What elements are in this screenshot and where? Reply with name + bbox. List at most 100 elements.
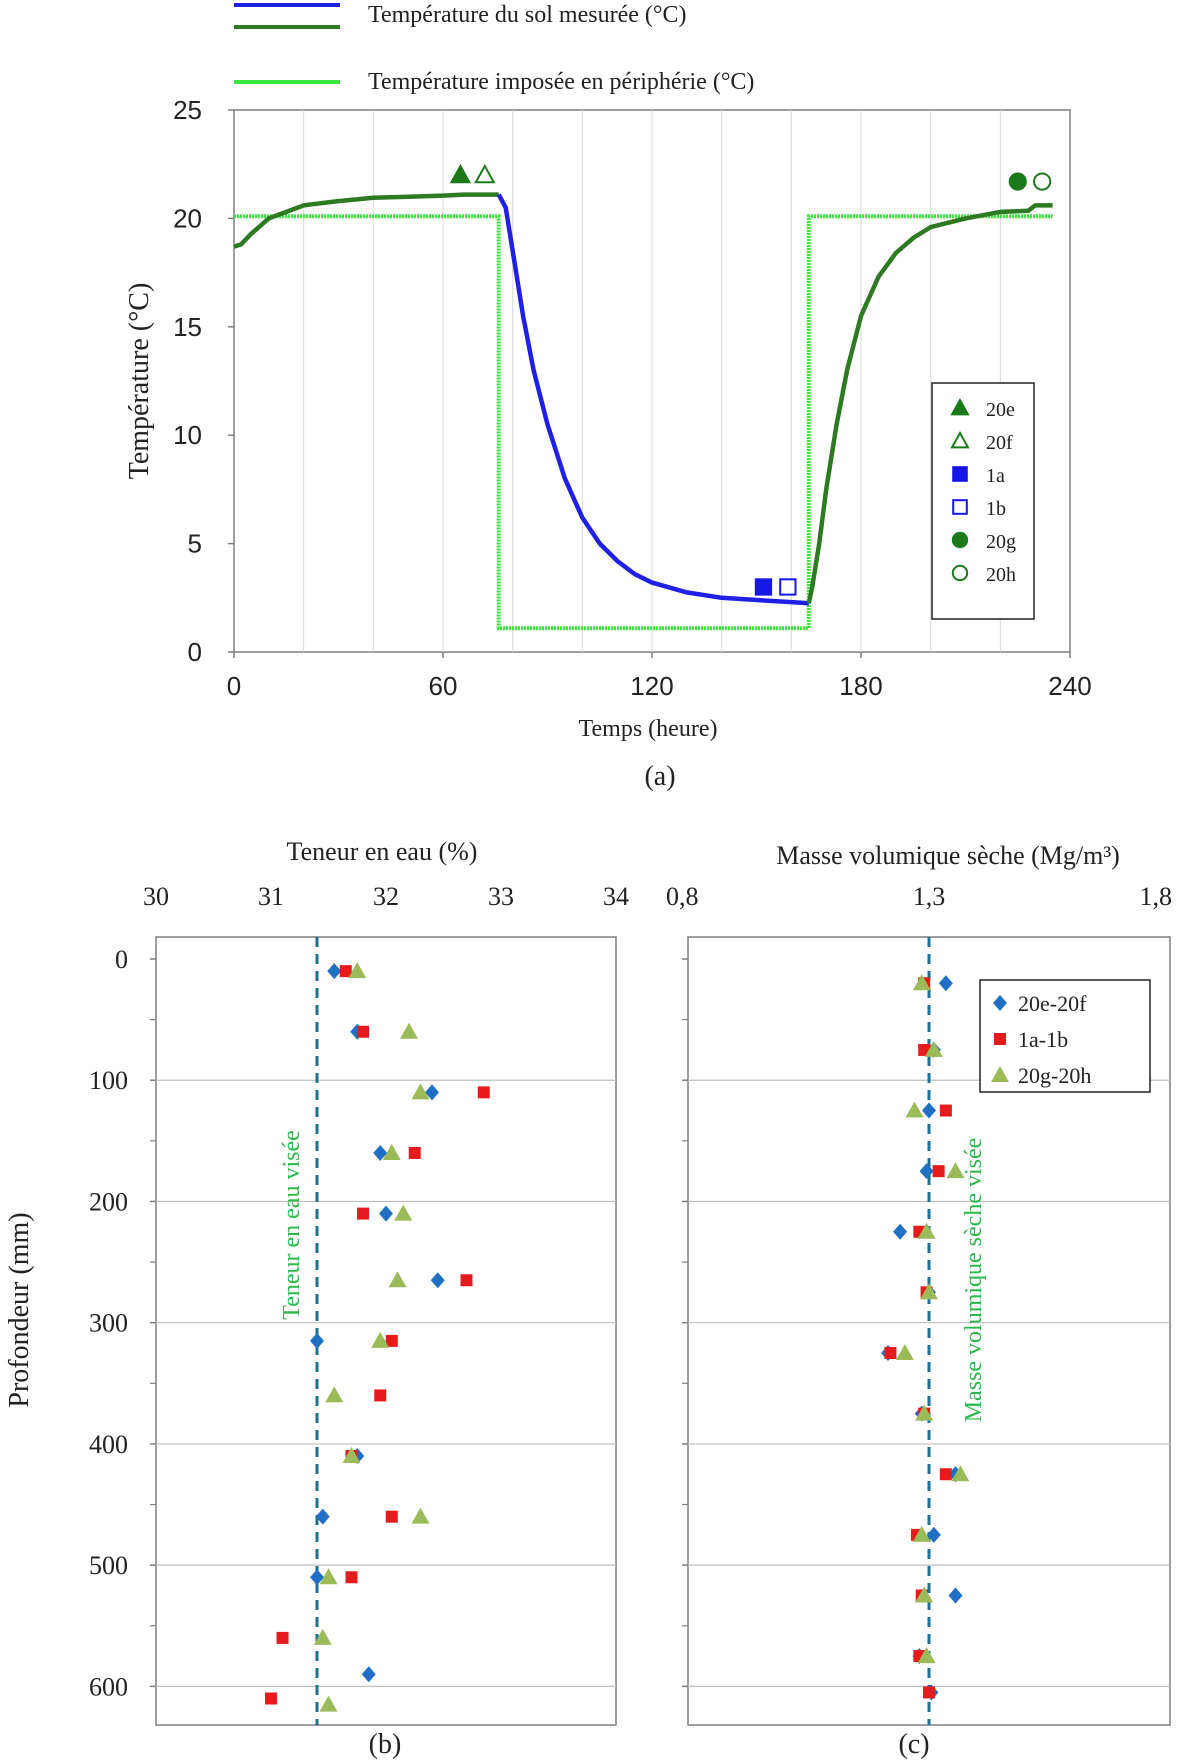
marker-legend: 20e 20f 1a 1b 20g 20h [931, 382, 1035, 620]
legend-marker-1b [952, 499, 968, 515]
plot-b-target-label: Teneur en eau visée [279, 1130, 305, 1320]
marker-20h [1033, 172, 1052, 191]
point-20g-20h [411, 1507, 430, 1524]
plot-a-xtick-label: 60 [429, 671, 458, 701]
plot-c-xtick-label: 1,3 [913, 882, 946, 911]
panel-a-temperature-chart: Température du sol mesurée (°C) Températ… [124, 2, 1092, 792]
plot-a-ytick-label: 0 [188, 637, 202, 667]
plot-b-xtick-label: 30 [143, 882, 169, 911]
point-1a-1b [477, 1086, 490, 1099]
point-20e-20f [373, 1144, 388, 1161]
plot-c-legend-box [979, 979, 1151, 1093]
plot-b-ticks: 0 100 200 300 400 500 600 30 31 32 33 34 [89, 882, 629, 1701]
marker-1a [754, 578, 773, 596]
measured-temperature-line-warm-2 [806, 203, 1053, 604]
point-20g-20h [400, 1022, 418, 1039]
plot-b-caption: (b) [369, 1729, 402, 1760]
point-20g-20h [946, 1162, 965, 1179]
point-1a-1b [939, 1468, 952, 1481]
legend-marker-20h [951, 564, 969, 582]
plot-c-xlabel: Masse volumique sèche (Mg/m³) [776, 841, 1120, 870]
point-20e-20f [379, 1205, 393, 1222]
plot-c-caption: (c) [898, 1729, 929, 1760]
point-1a-1b [345, 1571, 358, 1584]
point-20g-20h [394, 1204, 413, 1221]
point-20g-20h [924, 1040, 943, 1057]
legend-measured-label: Température du sol mesurée (°C) [368, 2, 686, 28]
plot-b-xlabel: Teneur en eau (%) [287, 837, 478, 866]
point-20e-20f [948, 1587, 963, 1604]
legend-imposed-label: Température imposée en périphérie (°C) [368, 69, 754, 95]
plot-b-gridlines [156, 1079, 616, 1687]
plot-a-ytick-label: 5 [188, 529, 202, 559]
marker-20e [449, 163, 472, 184]
point-20g-20h [920, 1283, 938, 1300]
point-20g-20h [325, 1386, 344, 1403]
plot-a-markers [449, 163, 1052, 596]
point-20e-20f [327, 963, 342, 980]
plot-a-ytick-label: 10 [173, 420, 202, 450]
plot-c-points [881, 974, 970, 1701]
plot-c-xtick-label: 1,8 [1140, 882, 1173, 911]
point-20g-20h [951, 1465, 970, 1482]
plot-a-xlabel: Temps (heure) [579, 716, 718, 742]
plot-b-ytick-label: 300 [89, 1309, 128, 1338]
legend-marker-20g [951, 531, 969, 549]
point-20e-20f [922, 1102, 936, 1119]
point-20g-20h [905, 1101, 924, 1118]
marker-20g [1008, 172, 1027, 191]
point-20g-20h [895, 1344, 914, 1360]
marker-20f [474, 163, 496, 184]
legend-label-20h: 20h [986, 564, 1016, 586]
point-20g-20h [319, 1568, 338, 1585]
plot-b-ytick-label: 500 [89, 1551, 128, 1580]
point-1a-1b [357, 1025, 369, 1038]
point-20g-20h [348, 962, 367, 979]
plot-b-ylabel: Profondeur (mm) [4, 1212, 35, 1407]
plot-a-ytick-label: 20 [173, 203, 202, 233]
point-1a-1b [460, 1274, 473, 1287]
legend-marker-1a-1b [994, 1033, 1006, 1045]
plot-b-ytick-label: 400 [89, 1430, 128, 1459]
imposed-temperature-line [234, 214, 1053, 631]
point-1a-1b [923, 1686, 935, 1699]
legend-label-1b: 1b [986, 498, 1006, 520]
plot-c-target: Masse volumique sèche visée [927, 937, 987, 1725]
measured-temperature-line-cold [496, 193, 809, 606]
point-20g-20h [915, 1586, 934, 1603]
plot-a-gridlines [303, 110, 1001, 652]
plot-b-xtick-label: 31 [258, 882, 284, 911]
legend-label-1a-1b: 1a-1b [1018, 1027, 1068, 1052]
point-20g-20h [917, 1222, 936, 1239]
legend-label-20g-20h: 20g-20h [1018, 1063, 1091, 1088]
plot-a-caption: (a) [644, 761, 675, 792]
plot-c-target-label: Masse volumique sèche visée [961, 1138, 987, 1423]
marker-1b [779, 578, 797, 596]
plot-b-xtick-label: 33 [488, 882, 514, 911]
legend-marker-20g-20h [991, 1066, 1009, 1082]
plot-c-ticks: 0,8 1,3 1,8 [666, 882, 1173, 1688]
point-20e-20f [361, 1666, 376, 1683]
point-20g-20h [917, 1647, 936, 1664]
plot-c-xlabel-text: Masse volumique sèche (Mg/m³) [776, 841, 1120, 870]
point-1a-1b [276, 1631, 289, 1644]
plot-b-ytick-label: 600 [89, 1672, 128, 1701]
plot-a-series [233, 192, 1053, 631]
point-20g-20h [382, 1143, 401, 1160]
plot-c-xtick-label: 0,8 [666, 882, 699, 911]
plot-a-xtick-label: 120 [630, 671, 673, 701]
plot-c-legend: 20e-20f 1a-1b 20g-20h [979, 979, 1151, 1093]
marker-legend-box [931, 382, 1035, 620]
point-20e-20f [310, 1569, 324, 1586]
legend-marker-20e-20f [993, 995, 1007, 1011]
marker-legend-items: 20e 20f 1a 1b 20g 20h [950, 397, 1016, 586]
point-1a-1b [408, 1146, 421, 1159]
plot-a-ylabel: Température (°C) [124, 283, 155, 480]
plot-a-xtick-label: 0 [227, 671, 241, 701]
point-20g-20h [313, 1628, 332, 1645]
plot-b-xtick-label: 32 [373, 882, 399, 911]
point-20g-20h [371, 1331, 390, 1348]
plot-a-ytick-label: 25 [173, 95, 202, 125]
point-20e-20f [926, 1526, 941, 1543]
point-1a-1b [357, 1207, 369, 1220]
